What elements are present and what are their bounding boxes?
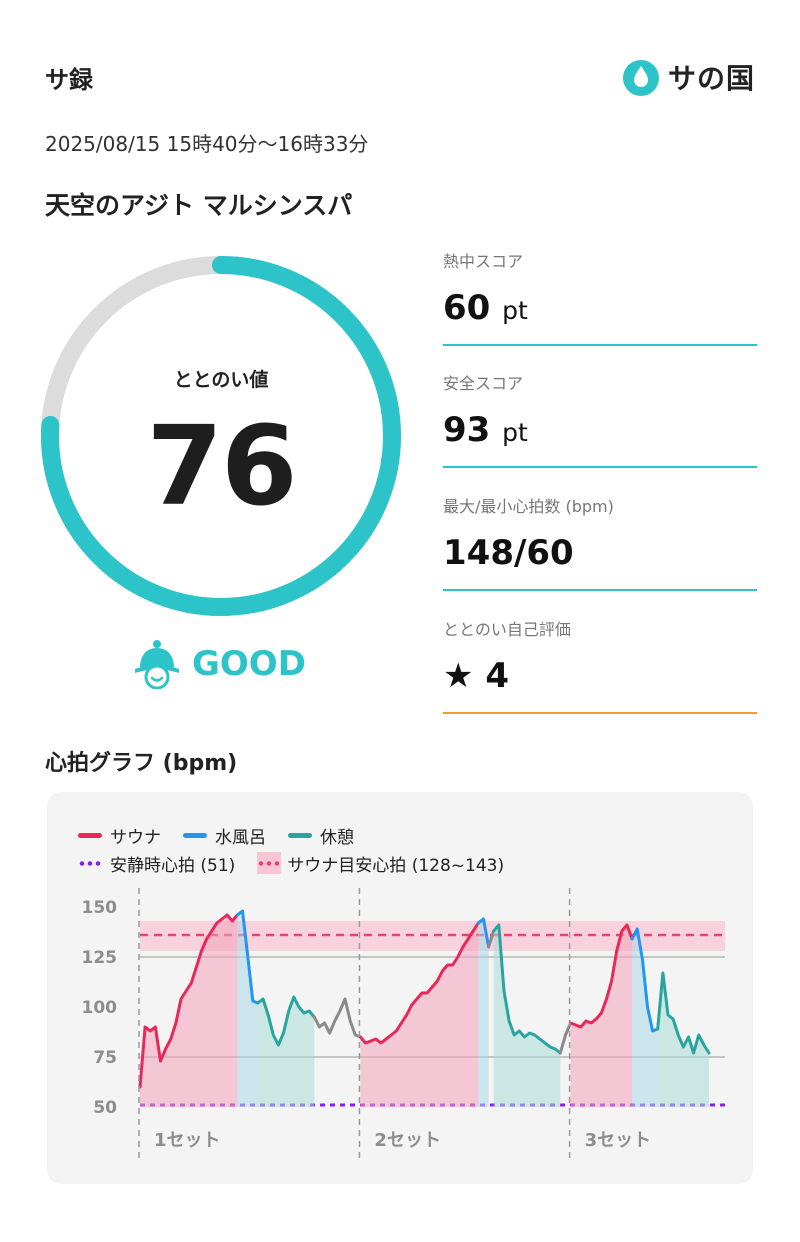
gauge-label: ととのい値: [173, 369, 269, 391]
rating-text: GOOD: [192, 644, 306, 684]
brand-name: サの国: [668, 62, 756, 95]
app-title: サ録: [45, 66, 93, 94]
legend-label: 休憩: [320, 827, 354, 848]
stat-heat-score: 熱中スコア 60 pt: [443, 248, 757, 346]
hr-line-rest: [492, 923, 562, 1055]
stat-divider: [443, 712, 757, 714]
stat-value: ★ 4: [443, 656, 757, 700]
y-tick-label: 100: [82, 998, 118, 1018]
stat-value: 93 pt: [443, 410, 757, 454]
stat-divider: [443, 589, 757, 591]
hr-line-sauna: [138, 913, 239, 1089]
stat-number: 60: [443, 288, 491, 328]
y-tick-label: 150: [82, 898, 118, 918]
legend-resting-hr: 安静時心拍 (51): [78, 851, 235, 876]
rating-badge: GOOD: [134, 634, 306, 694]
hr-line-other: [558, 1021, 573, 1055]
legend-label: 水風呂: [215, 827, 266, 848]
legend-swatch: [288, 832, 312, 838]
y-tick-label: 75: [93, 1048, 117, 1068]
hr-area-sauna: [360, 923, 479, 1107]
legend-row-2: 安静時心拍 (51) サウナ目安心拍 (128~143): [78, 851, 526, 876]
hr-area-rest: [257, 997, 315, 1107]
stat-heart-rate: 最大/最小心拍数 (bpm) 148/60: [443, 493, 757, 591]
legend-target-hr: サウナ目安心拍 (128~143): [257, 851, 504, 876]
legend-rest: 休憩: [288, 823, 354, 848]
legend-water: 水風呂: [183, 823, 266, 848]
stat-safety-score: 安全スコア 93 pt: [443, 370, 757, 468]
legend-label: 安静時心拍 (51): [110, 855, 236, 876]
stat-value: 60 pt: [443, 288, 757, 332]
hr-area-water: [237, 911, 258, 1107]
hr-line-rest: [256, 995, 316, 1047]
session-datetime: 2025/08/15 15時40分〜16時33分: [45, 132, 369, 156]
hr-line-water: [235, 909, 260, 1005]
star-rating-value: ★ 4: [443, 656, 509, 696]
y-tick-label: 125: [82, 948, 118, 968]
hr-line-other: [312, 997, 362, 1039]
brand-logo[interactable]: サの国: [622, 56, 755, 98]
sauna-hat-mascot-icon: [135, 640, 179, 689]
totonoi-gauge: [41, 256, 401, 616]
graph-title: 心拍グラフ (bpm): [45, 751, 238, 776]
hr-line-water: [476, 917, 491, 949]
hr-line-other: [487, 929, 496, 949]
hr-line-rest: [656, 971, 711, 1055]
hr-area-rest: [493, 925, 561, 1107]
set-label: 1セット: [154, 1130, 221, 1151]
stat-divider: [443, 344, 757, 346]
stat-label: 熱中スコア: [443, 252, 524, 271]
hr-line-sauna: [358, 921, 480, 1045]
water-drop-icon: [623, 60, 659, 96]
stat-number: 93: [443, 410, 491, 450]
stat-self-rating: ととのい自己評価 ★ 4: [443, 616, 757, 714]
set-label: 3セット: [585, 1130, 652, 1151]
hr-area-water: [632, 929, 658, 1107]
stat-label: ととのい自己評価: [443, 620, 571, 639]
stat-label: 最大/最小心拍数 (bpm): [443, 497, 614, 516]
hr-line-sauna: [569, 923, 634, 1029]
legend-sauna: サウナ: [78, 823, 161, 848]
stat-value: 148/60: [443, 533, 757, 577]
hr-line-water: [630, 927, 660, 1033]
stat-label: 安全スコア: [443, 374, 524, 393]
heart-rate-chart: 50 75 100 125 150 1セット 2セット 3セット: [82, 888, 725, 1158]
stat-unit: pt: [502, 418, 528, 447]
hr-area-water: [478, 919, 489, 1107]
legend-swatch: [183, 832, 207, 838]
stat-number: 148/60: [443, 533, 574, 573]
y-tick-label: 50: [93, 1098, 117, 1118]
legend-band-swatch: [257, 852, 282, 874]
hr-area-rest: [657, 973, 709, 1107]
legend-swatch: [78, 832, 102, 838]
legend-dotted-swatch: [78, 860, 102, 866]
set-label: 2セット: [374, 1130, 441, 1151]
legend-label: サウナ目安心拍 (128~143): [287, 855, 505, 876]
legend-row-1: サウナ 水風呂 休憩: [78, 823, 376, 848]
legend-label: サウナ: [110, 827, 161, 848]
facility-name: 天空のアジト マルシンスパ: [45, 191, 353, 220]
gauge-value: 76: [146, 402, 297, 530]
stat-divider: [443, 466, 757, 468]
hr-area-sauna: [140, 915, 238, 1107]
gauge-fill: [41, 256, 401, 616]
hr-area-sauna: [570, 925, 633, 1107]
stat-unit: pt: [502, 296, 528, 325]
